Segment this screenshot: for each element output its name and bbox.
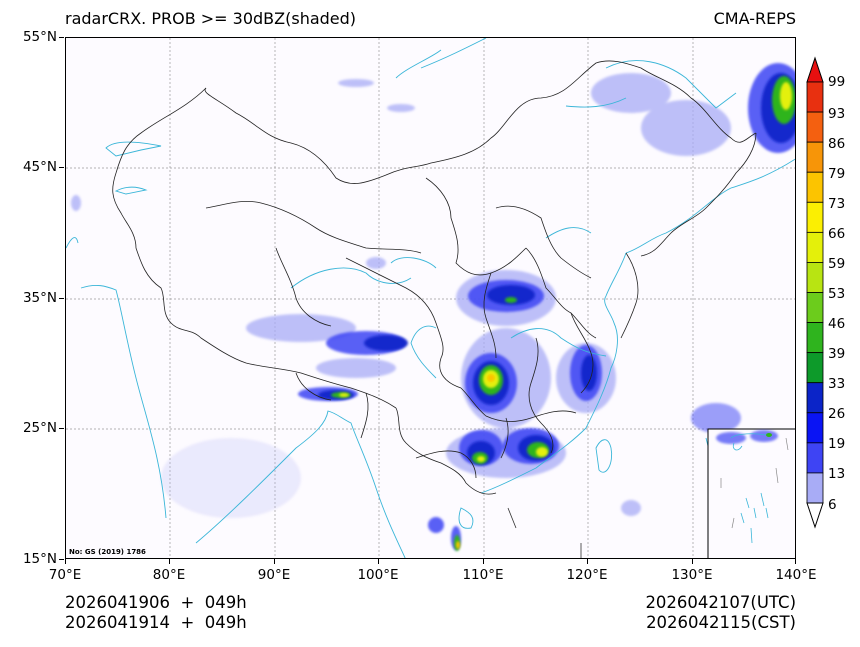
x-tick-mark <box>169 559 170 564</box>
x-tick-label: 100°E <box>357 567 399 583</box>
colorbar-label: 39 <box>828 346 846 362</box>
valid-time-block: 2026042107(UTC) 2026042115(CST) <box>645 593 796 633</box>
colorbar-label: 26 <box>828 406 846 422</box>
x-tick-mark <box>483 559 484 564</box>
init-time-utc: 2026041906 + 049h <box>65 593 247 612</box>
coastlines <box>66 38 795 558</box>
chart-title: radarCRX. PROB >= 30dBZ(shaded) <box>65 9 357 28</box>
borders <box>112 60 757 495</box>
colorbar-label: 33 <box>828 376 846 392</box>
x-tick-mark <box>795 559 796 564</box>
y-tick-mark <box>59 298 64 299</box>
map-approval-number: No: GS (2019) 1786 <box>69 548 146 556</box>
colorbar-label: 93 <box>828 106 846 122</box>
y-tick-mark <box>59 559 64 560</box>
south-china-sea-inset <box>707 428 795 558</box>
y-tick-label: 55°N <box>22 29 57 45</box>
x-tick-mark <box>692 559 693 564</box>
init-time-cst: 2026041914 + 049h <box>65 613 247 632</box>
y-tick-label: 35°N <box>22 290 57 306</box>
valid-time-cst: 2026042115(CST) <box>646 613 796 632</box>
x-tick-mark <box>65 559 66 564</box>
model-name: CMA-REPS <box>713 9 796 28</box>
map-canvas <box>66 38 795 558</box>
colorbar-graphic <box>806 56 824 529</box>
y-tick-mark <box>59 37 64 38</box>
y-tick-label: 25°N <box>22 420 57 436</box>
x-tick-label: 90°E <box>257 567 291 583</box>
x-tick-mark <box>274 559 275 564</box>
init-time-block: 2026041906 + 049h 2026041914 + 049h <box>65 593 247 633</box>
y-tick-label: 45°N <box>22 159 57 175</box>
colorbar-label: 86 <box>828 136 846 152</box>
probability-shading <box>71 63 795 551</box>
colorbar-label: 66 <box>828 226 846 242</box>
x-tick-label: 120°E <box>566 567 608 583</box>
y-tick-mark <box>59 428 64 429</box>
colorbar <box>805 56 825 531</box>
colorbar-label: 73 <box>828 196 846 212</box>
x-tick-mark <box>378 559 379 564</box>
y-tick-mark <box>59 167 64 168</box>
map-plot-area <box>65 37 796 559</box>
colorbar-label: 53 <box>828 286 846 302</box>
colorbar-label: 6 <box>828 497 837 513</box>
x-tick-label: 140°E <box>775 567 817 583</box>
colorbar-label: 46 <box>828 316 846 332</box>
x-tick-label: 110°E <box>462 567 504 583</box>
x-tick-label: 80°E <box>152 567 186 583</box>
colorbar-label: 13 <box>828 466 846 482</box>
x-tick-label: 130°E <box>671 567 713 583</box>
colorbar-label: 79 <box>828 166 846 182</box>
x-tick-mark <box>587 559 588 564</box>
x-tick-label: 70°E <box>48 567 82 583</box>
y-tick-label: 15°N <box>22 551 57 567</box>
valid-time-utc: 2026042107(UTC) <box>645 593 796 612</box>
colorbar-label: 19 <box>828 436 846 452</box>
colorbar-label: 59 <box>828 256 846 272</box>
colorbar-label: 99 <box>828 74 846 90</box>
